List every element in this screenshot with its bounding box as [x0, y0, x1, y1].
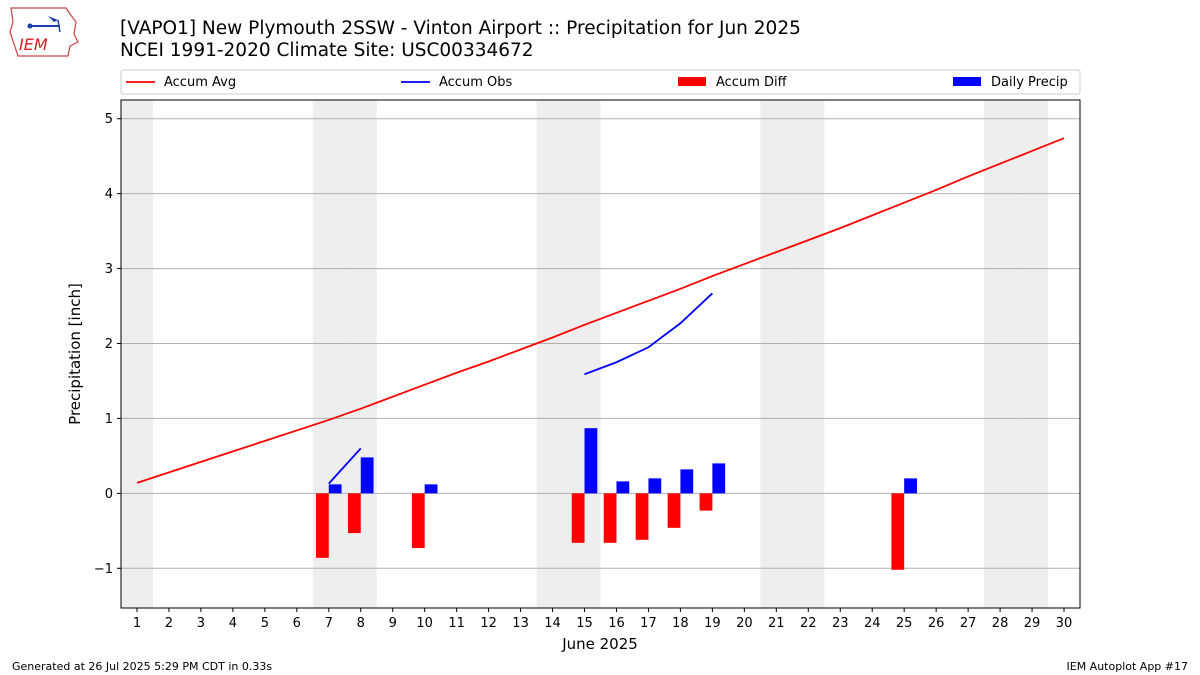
- daily-precip-bar-8: [360, 457, 374, 494]
- weekend-band-22: [792, 100, 825, 608]
- daily-precip-bar-16: [616, 481, 630, 494]
- x-tick-label-15: 15: [576, 616, 593, 631]
- y-tick-label-3: 3: [105, 262, 113, 277]
- y-axis-ticks: −1 0 1 2 3 4 5: [94, 112, 121, 577]
- daily-precip-bar-17: [648, 478, 662, 494]
- x-tick-label-21: 21: [768, 616, 785, 631]
- x-tick-label-27: 27: [960, 616, 977, 631]
- accum-diff-bar-8: [347, 493, 361, 534]
- weekend-band-28: [984, 100, 1017, 608]
- x-tick-label-17: 17: [640, 616, 657, 631]
- x-tick-label-28: 28: [992, 616, 1009, 631]
- x-axis-ticks: 1 2 3 4 5 6 7 8 9 10 11 12 13 14 15 16 17 18 19 20 21 22 23 24 2…: [133, 608, 1072, 631]
- x-tick-label-24: 24: [864, 616, 881, 631]
- y-tick-label-1: 1: [105, 412, 113, 427]
- y-axis-label: Precipitation [inch]: [66, 283, 84, 425]
- legend-frame: [120, 69, 1081, 95]
- x-tick-label-8: 8: [357, 616, 365, 631]
- daily-precip-bar-18: [680, 469, 694, 494]
- legend-label-accum-avg: Accum Avg: [164, 75, 236, 90]
- accum-diff-bar-25: [891, 493, 905, 570]
- x-tick-label-16: 16: [608, 616, 625, 631]
- accum-diff-bar-18: [667, 493, 681, 528]
- x-tick-label-20: 20: [736, 616, 753, 631]
- iem-logo-text: IEM: [19, 35, 48, 54]
- y-tick-label-2: 2: [105, 337, 113, 352]
- x-tick-label-1: 1: [133, 616, 141, 631]
- accum-diff-bar-19: [699, 493, 713, 511]
- x-tick-label-5: 5: [261, 616, 269, 631]
- plot-area-frame: [120, 99, 1081, 609]
- grid-lines: [121, 118, 1080, 569]
- weekend-band-1: [121, 100, 153, 608]
- x-axis-label: June 2025: [561, 635, 638, 653]
- x-tick-label-26: 26: [928, 616, 945, 631]
- iem-logo: IEM: [9, 7, 79, 57]
- accum-diff-bar-16: [603, 493, 617, 543]
- line-series: [136, 137, 1065, 485]
- weekend-band-29: [1016, 100, 1049, 608]
- accum-diff-bar-17: [635, 493, 649, 540]
- daily-precip-bar-7: [328, 484, 342, 494]
- x-tick-label-10: 10: [416, 616, 433, 631]
- chart-title: [VAPO1] New Plymouth 2SSW - Vinton Airpo…: [120, 18, 801, 62]
- x-tick-label-18: 18: [672, 616, 689, 631]
- x-tick-label-7: 7: [325, 616, 333, 631]
- x-tick-label-4: 4: [229, 616, 237, 631]
- x-tick-label-23: 23: [832, 616, 849, 631]
- accum-obs-line-0: [328, 447, 362, 485]
- legend-label-accum-diff: Accum Diff: [716, 75, 788, 90]
- chart-title-line2: NCEI 1991-2020 Climate Site: USC00334672: [120, 40, 534, 61]
- daily-precip-bar-25: [904, 478, 917, 494]
- x-tick-label-25: 25: [896, 616, 913, 631]
- y-tick-label--1: −1: [94, 562, 113, 577]
- daily-precip-bar-19: [712, 463, 726, 494]
- y-tick-label-0: 0: [105, 487, 113, 502]
- accum-diff-bar-15: [571, 493, 585, 543]
- bar-series: [315, 428, 917, 570]
- x-tick-label-6: 6: [293, 616, 301, 631]
- generated-timestamp: Generated at 26 Jul 2025 5:29 PM CDT in …: [12, 660, 273, 673]
- legend-swatch-accum-diff: [678, 77, 706, 86]
- daily-precip-bar-15: [584, 428, 598, 494]
- x-tick-label-3: 3: [197, 616, 205, 631]
- x-tick-label-13: 13: [512, 616, 529, 631]
- legend-label-accum-obs: Accum Obs: [439, 75, 512, 90]
- legend: Accum Avg Accum Obs Accum Diff Daily Precip: [120, 69, 1081, 95]
- x-tick-label-2: 2: [165, 616, 173, 631]
- accum-diff-bar-7: [315, 493, 329, 558]
- weekend-bands: [121, 100, 1049, 608]
- accum-obs-line-1: [584, 292, 713, 376]
- weekend-band-14: [536, 100, 569, 608]
- daily-precip-bar-10: [424, 484, 438, 494]
- y-tick-label-5: 5: [105, 112, 113, 127]
- autoplot-app-label: IEM Autoplot App #17: [1066, 660, 1189, 673]
- weekend-band-21: [760, 100, 793, 608]
- x-tick-label-30: 30: [1056, 616, 1073, 631]
- x-tick-label-29: 29: [1024, 616, 1041, 631]
- legend-swatch-daily-precip: [953, 77, 981, 86]
- y-tick-label-4: 4: [105, 187, 113, 202]
- x-tick-label-19: 19: [704, 616, 721, 631]
- accum-avg-line: [136, 137, 1065, 484]
- x-tick-label-9: 9: [389, 616, 397, 631]
- x-tick-label-12: 12: [480, 616, 497, 631]
- x-tick-label-11: 11: [448, 616, 465, 631]
- chart-title-line1: [VAPO1] New Plymouth 2SSW - Vinton Airpo…: [120, 18, 801, 39]
- x-tick-label-14: 14: [544, 616, 561, 631]
- x-tick-label-22: 22: [800, 616, 817, 631]
- iowa-state-outline: [9, 7, 79, 57]
- legend-label-daily-precip: Daily Precip: [991, 75, 1068, 90]
- accum-diff-bar-10: [411, 493, 425, 549]
